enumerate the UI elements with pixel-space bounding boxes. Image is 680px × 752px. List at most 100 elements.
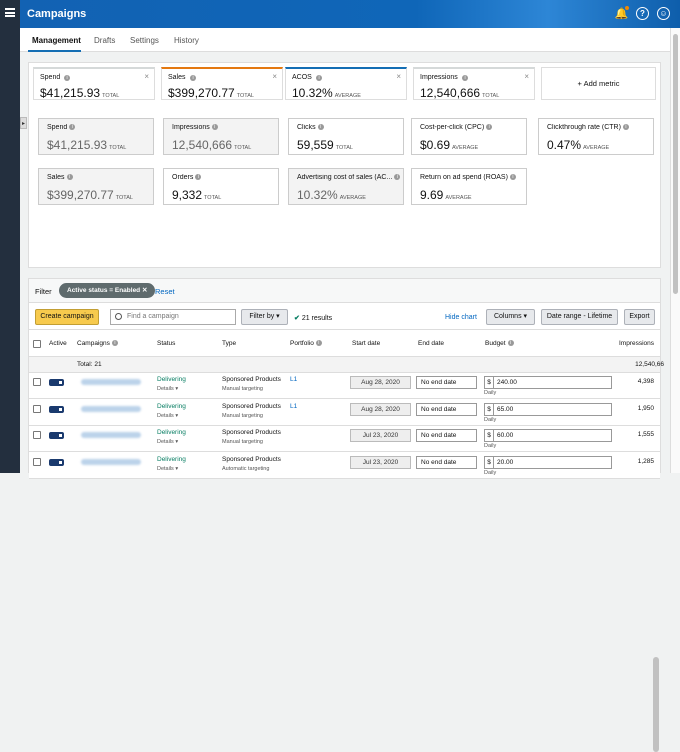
portfolio-link[interactable]: L1	[290, 402, 298, 410]
targeting-text: Manual targeting	[222, 439, 263, 445]
info-icon: i	[507, 340, 514, 347]
tab-history[interactable]: History	[174, 36, 199, 45]
budget-input[interactable]: $240.00	[484, 376, 612, 389]
results-text: 21 results	[301, 315, 333, 322]
metric-card-label-text: Spend	[47, 124, 68, 131]
col-portfolio[interactable]: Portfolio i	[290, 340, 322, 347]
create-campaign-button[interactable]: Create campaign	[35, 309, 99, 325]
selected-metric-sales[interactable]: Sales i × $399,270.77 TOTAL	[161, 67, 283, 100]
metric-card-0[interactable]: Spend i $41,215.93 TOTAL	[38, 118, 154, 155]
date-range-button[interactable]: Date range - Lifetime	[541, 309, 618, 325]
metric-card-label: Advertising cost of sales (AC... i	[297, 174, 401, 181]
tab-drafts[interactable]: Drafts	[94, 36, 116, 45]
impressions-value: 1,285	[637, 457, 654, 465]
details-dropdown[interactable]: Details ▾	[157, 465, 179, 472]
campaign-name-link[interactable]	[81, 405, 141, 412]
remove-metric-icon[interactable]: ×	[396, 72, 401, 81]
columns-dropdown[interactable]: Columns ▾	[486, 309, 535, 325]
metric-unit: TOTAL	[482, 93, 500, 99]
end-date-field[interactable]: No end date	[416, 429, 477, 442]
info-icon: i	[462, 75, 468, 81]
active-toggle[interactable]	[49, 458, 64, 466]
metric-value: 12,540,666 TOTAL	[420, 86, 499, 100]
row-checkbox[interactable]	[33, 404, 41, 413]
add-metric-button[interactable]: + Add metric	[541, 67, 656, 100]
metric-card-7[interactable]: Advertising cost of sales (AC... i 10.32%…	[288, 168, 404, 205]
metric-card-5[interactable]: Sales i $399,270.77 TOTAL	[38, 168, 154, 205]
filter-by-dropdown[interactable]: Filter by ▾	[241, 309, 288, 325]
metric-card-6[interactable]: Orders i 9,332 TOTAL	[163, 168, 279, 205]
details-dropdown[interactable]: Details ▾	[157, 386, 179, 392]
selected-metric-spend[interactable]: Spend i × $41,215.93 TOTAL	[33, 67, 155, 100]
col-start-date[interactable]: Start date	[352, 340, 381, 347]
metric-card-value: 59,559 TOTAL	[297, 138, 353, 152]
col-campaigns[interactable]: Campaigns i	[77, 340, 118, 347]
account-icon[interactable]: ☺	[657, 7, 670, 20]
campaign-name-link[interactable]	[81, 432, 141, 438]
metric-card-label-text: Clickthrough rate (CTR)	[547, 124, 621, 131]
budget-input[interactable]: $65.00	[484, 402, 612, 416]
active-status-filter-pill[interactable]: Active status = Enabled ✕	[59, 283, 156, 298]
metric-card-1[interactable]: Impressions i 12,540,666 TOTAL	[163, 118, 279, 155]
remove-metric-icon[interactable]: ×	[272, 72, 277, 81]
selected-metric-impressions[interactable]: Impressions i × 12,540,666 TOTAL	[413, 67, 535, 100]
currency-symbol: $	[485, 403, 494, 415]
col-end-date[interactable]: End date	[418, 340, 445, 347]
campaign-name-link[interactable]	[81, 379, 141, 385]
budget-input[interactable]: $60.00	[484, 429, 612, 442]
metric-card-label-text: Orders	[172, 174, 194, 181]
metric-card-4[interactable]: Clickthrough rate (CTR) i 0.47% AVERAGE	[538, 118, 654, 155]
col-budget[interactable]: Budget i	[485, 340, 514, 347]
page-scrollbar-thumb[interactable]	[673, 34, 678, 294]
details-dropdown[interactable]: Details ▾	[157, 439, 179, 445]
metric-card-label: Spend i	[47, 124, 151, 131]
notifications-bell-icon[interactable]: 🔔	[614, 6, 629, 20]
metric-card-2[interactable]: Clicks i 59,559 TOTAL	[288, 118, 404, 155]
info-icon: i	[64, 75, 70, 81]
col-type[interactable]: Type	[222, 340, 237, 347]
metric-value: $41,215.93 TOTAL	[40, 86, 119, 100]
end-date-field[interactable]: No end date	[416, 455, 477, 469]
row-checkbox[interactable]	[33, 457, 41, 466]
info-icon: i	[195, 174, 202, 181]
budget-input[interactable]: $20.00	[484, 455, 612, 469]
search-input[interactable]: Find a campaign	[110, 309, 236, 325]
menu-icon[interactable]	[5, 8, 15, 17]
row-checkbox[interactable]	[33, 431, 41, 439]
selected-metric-acos[interactable]: ACOS i × 10.32% AVERAGE	[285, 67, 407, 100]
active-toggle[interactable]	[49, 432, 64, 439]
remove-metric-icon[interactable]: ×	[144, 72, 149, 81]
page-scrollbar[interactable]	[670, 28, 680, 473]
portfolio-link[interactable]: L1	[290, 376, 298, 383]
select-all-checkbox[interactable]	[33, 340, 41, 348]
help-icon[interactable]: ?	[636, 7, 649, 20]
end-date-field[interactable]: No end date	[416, 402, 477, 416]
tab-settings[interactable]: Settings	[130, 36, 159, 45]
metric-label: Sales	[168, 74, 186, 81]
impressions-value: 1,555	[637, 431, 654, 438]
table-row: Delivering Details ▾ Sponsored Products …	[29, 426, 660, 452]
tab-management[interactable]: Management	[32, 36, 81, 45]
metric-card-8[interactable]: Return on ad spend (ROAS) i 9.69 AVERAGE	[411, 168, 527, 205]
metric-card-unit: TOTAL	[109, 145, 127, 151]
collapse-panel-handle[interactable]: ▸	[20, 117, 27, 129]
active-toggle[interactable]	[49, 405, 64, 413]
remove-metric-icon[interactable]: ×	[524, 72, 529, 81]
col-status[interactable]: Status	[157, 340, 176, 347]
col-impressions[interactable]: Impressions	[619, 340, 654, 347]
reset-filter-link[interactable]: Reset	[155, 287, 175, 296]
col-campaigns-label: Campaigns	[77, 340, 110, 347]
row-checkbox[interactable]	[33, 378, 41, 386]
hide-chart-link[interactable]: Hide chart	[445, 314, 477, 321]
export-button[interactable]: Export	[624, 309, 655, 325]
metric-card-3[interactable]: Cost-per-click (CPC) i $0.69 AVERAGE	[411, 118, 527, 155]
campaign-name-link[interactable]	[81, 458, 141, 465]
active-tab-indicator	[28, 50, 81, 52]
end-date-field[interactable]: No end date	[416, 376, 477, 389]
metric-value: $399,270.77 TOTAL	[168, 86, 254, 100]
metric-card-unit: TOTAL	[115, 195, 133, 201]
table-scrollbar-thumb[interactable]	[653, 657, 659, 752]
details-dropdown[interactable]: Details ▾	[157, 412, 179, 419]
active-toggle[interactable]	[49, 379, 64, 386]
metric-unit: TOTAL	[102, 93, 120, 99]
